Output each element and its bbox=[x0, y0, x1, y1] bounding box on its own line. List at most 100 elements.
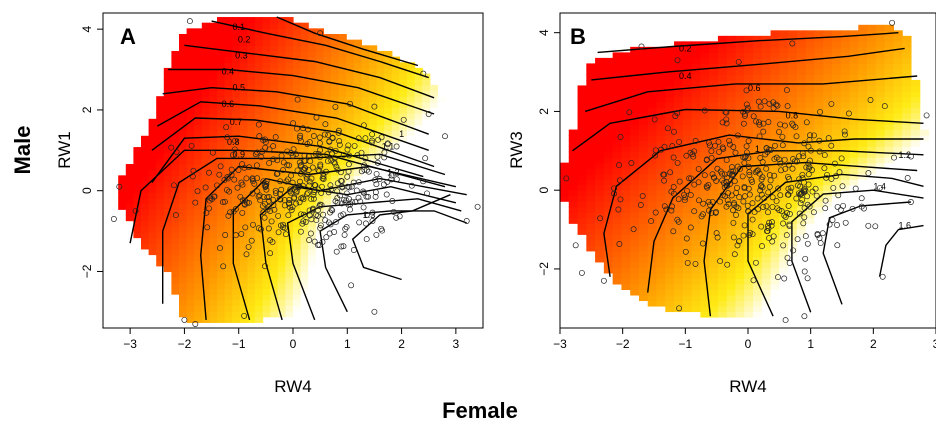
heatmap-cell bbox=[209, 248, 218, 256]
heatmap-cell bbox=[744, 256, 754, 263]
data-point bbox=[684, 187, 690, 194]
heatmap-cell bbox=[840, 245, 851, 252]
heatmap-cell bbox=[849, 101, 859, 109]
heatmap-cell bbox=[277, 147, 286, 154]
heatmap-cell bbox=[849, 46, 859, 53]
heatmap-cell bbox=[353, 271, 362, 278]
heatmap-cell bbox=[867, 46, 877, 53]
heatmap-cell bbox=[209, 113, 218, 120]
heatmap-cell bbox=[308, 214, 317, 222]
heatmap-cell bbox=[603, 140, 614, 147]
heatmap-cell bbox=[163, 124, 172, 131]
heatmap-cell bbox=[770, 311, 780, 318]
heatmap-cell bbox=[770, 113, 780, 120]
data-point bbox=[316, 140, 323, 147]
heatmap-cell bbox=[361, 135, 370, 143]
heatmap-cell bbox=[586, 162, 596, 169]
contour-line bbox=[603, 134, 924, 277]
heatmap-cell bbox=[414, 147, 423, 154]
heatmap-cell bbox=[308, 175, 317, 182]
data-point bbox=[701, 172, 708, 179]
heatmap-cell bbox=[674, 68, 684, 76]
heatmap-cell bbox=[285, 282, 294, 290]
heatmap-cell bbox=[656, 217, 666, 224]
heatmap-cell bbox=[647, 124, 658, 131]
heatmap-cell bbox=[867, 85, 877, 92]
heatmap-cell bbox=[163, 147, 172, 154]
heatmap-cell bbox=[612, 140, 623, 147]
heatmap-cell bbox=[761, 201, 772, 208]
heatmap-cell bbox=[247, 113, 256, 120]
heatmap-cell bbox=[744, 195, 754, 202]
heatmap-cell bbox=[346, 135, 355, 143]
heatmap-cell bbox=[568, 162, 579, 169]
heatmap-cell bbox=[630, 157, 640, 164]
heatmap-cell bbox=[779, 195, 789, 202]
heatmap-cell bbox=[726, 52, 737, 59]
heatmap-cell bbox=[700, 289, 710, 296]
heatmap-cell bbox=[163, 197, 172, 205]
data-point bbox=[296, 199, 303, 206]
heatmap-cell bbox=[779, 118, 789, 125]
heatmap-cell bbox=[163, 243, 172, 250]
heatmap-cell bbox=[247, 62, 256, 69]
heatmap-cell bbox=[156, 192, 165, 199]
heatmap-cell bbox=[621, 57, 631, 64]
heatmap-cell bbox=[674, 113, 684, 120]
heatmap-cell bbox=[285, 56, 294, 63]
heatmap-cell bbox=[262, 79, 271, 86]
heatmap-cell bbox=[674, 256, 684, 263]
heatmap-cell bbox=[823, 57, 833, 64]
heatmap-cell bbox=[156, 152, 165, 159]
heatmap-cell bbox=[682, 41, 693, 48]
data-point bbox=[251, 180, 258, 187]
heatmap-cell bbox=[831, 267, 842, 274]
data-point bbox=[687, 224, 694, 231]
heatmap-cell bbox=[315, 265, 324, 273]
heatmap-cell bbox=[171, 107, 180, 114]
heatmap-cell bbox=[308, 130, 317, 137]
heatmap-cell bbox=[422, 113, 431, 120]
heatmap-cell bbox=[186, 62, 195, 69]
data-point bbox=[206, 205, 212, 212]
heatmap-cell bbox=[902, 146, 912, 153]
heatmap-cell bbox=[805, 250, 816, 257]
y-tick-label: 2 bbox=[80, 106, 94, 113]
heatmap-cell bbox=[300, 22, 309, 29]
data-point bbox=[670, 228, 677, 235]
heatmap-cell bbox=[595, 201, 605, 208]
heatmap-cell bbox=[674, 90, 684, 98]
heatmap-cell bbox=[779, 90, 789, 98]
heatmap-cell bbox=[285, 141, 294, 148]
heatmap-cell bbox=[194, 79, 203, 86]
heatmap-cell bbox=[910, 173, 921, 180]
data-point bbox=[336, 138, 343, 145]
heatmap-cell bbox=[376, 84, 385, 92]
data-point bbox=[311, 238, 318, 245]
heatmap-cell bbox=[823, 289, 833, 296]
heatmap-cell bbox=[239, 248, 248, 256]
heatmap-cell bbox=[293, 181, 302, 188]
data-point bbox=[835, 192, 842, 199]
heatmap-cell bbox=[232, 135, 241, 143]
heatmap-cell bbox=[224, 158, 233, 165]
heatmap-cell bbox=[709, 283, 719, 291]
heatmap-cell bbox=[179, 243, 188, 250]
y-tick-label: 0 bbox=[537, 187, 551, 194]
heatmap-cell bbox=[691, 168, 701, 175]
row-label-male: Male bbox=[10, 126, 35, 175]
heatmap-cell bbox=[239, 124, 248, 131]
heatmap-cell bbox=[179, 220, 188, 227]
data-point bbox=[726, 137, 733, 144]
heatmap-cell bbox=[638, 162, 649, 169]
heatmap-cell bbox=[125, 209, 134, 216]
heatmap-cell bbox=[338, 271, 347, 278]
heatmap-cell bbox=[201, 152, 210, 159]
data-point bbox=[389, 198, 396, 204]
heatmap-cell bbox=[224, 118, 233, 126]
heatmap-cell bbox=[770, 217, 780, 224]
heatmap-cell bbox=[726, 256, 737, 263]
heatmap-cell bbox=[638, 278, 649, 285]
data-point bbox=[819, 230, 826, 237]
heatmap-cell bbox=[691, 261, 701, 268]
